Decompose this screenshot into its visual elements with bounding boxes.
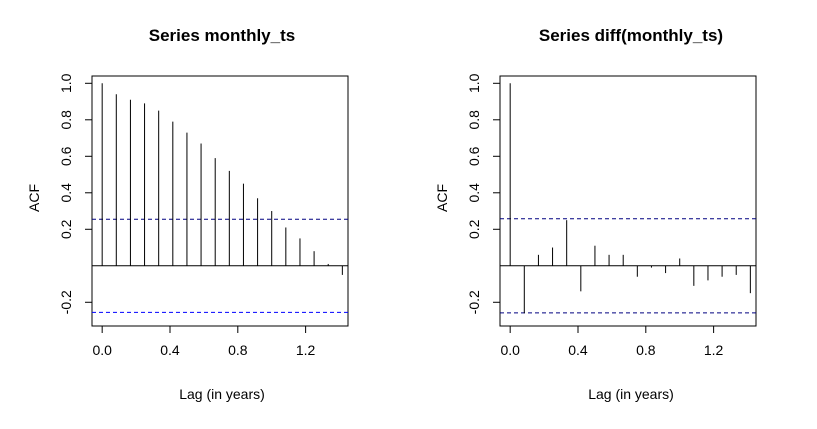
x-tick-label: 0.4 — [568, 342, 588, 358]
plot-marks: 0.0 0.4 0.8 1.2 -0.2 0.2 0.4 0.6 0.8 1.0 — [466, 73, 756, 358]
chart-title: Series diff(monthly_ts) — [539, 26, 723, 45]
x-tick-label: 0.4 — [160, 342, 180, 358]
y-tick-label: -0.2 — [466, 290, 482, 314]
y-tick-label: 1.0 — [466, 73, 482, 93]
chart-title: Series monthly_ts — [149, 26, 295, 45]
y-axis-label: ACF — [26, 184, 42, 212]
y-tick-label: 0.6 — [58, 146, 74, 166]
y-tick-label: 0.2 — [58, 219, 74, 239]
x-tick-label: 1.2 — [704, 342, 724, 358]
y-tick-label: 0.8 — [466, 110, 482, 130]
x-axis-label: Lag (in years) — [179, 386, 265, 402]
y-tick-label: 0.6 — [466, 146, 482, 166]
y-tick-label: 0.8 — [58, 110, 74, 130]
y-tick-label: 0.4 — [466, 183, 482, 203]
plot-frame — [499, 75, 757, 327]
y-tick-label: 1.0 — [58, 73, 74, 93]
y-tick-label: 0.2 — [466, 219, 482, 239]
x-tick-label: 0.8 — [228, 342, 248, 358]
y-tick-label: -0.2 — [58, 290, 74, 314]
x-tick-label: 0.0 — [92, 342, 112, 358]
acf-panel-diff-monthly-ts: Series diff(monthly_ts) Lag (in years) A… — [434, 26, 757, 402]
x-tick-label: 1.2 — [296, 342, 316, 358]
x-tick-label: 0.8 — [636, 342, 656, 358]
plot-marks: 0.0 0.4 0.8 1.2 -0.2 0.2 0.4 0.6 0.8 1.0 — [58, 73, 348, 358]
y-axis-label: ACF — [434, 184, 450, 212]
x-axis-label: Lag (in years) — [588, 386, 674, 402]
plot-frame — [91, 75, 349, 327]
x-tick-label: 0.0 — [500, 342, 520, 358]
y-tick-label: 0.4 — [58, 183, 74, 203]
acf-panel-monthly-ts: Series monthly_ts Lag (in years) ACF 0.0… — [26, 26, 349, 402]
